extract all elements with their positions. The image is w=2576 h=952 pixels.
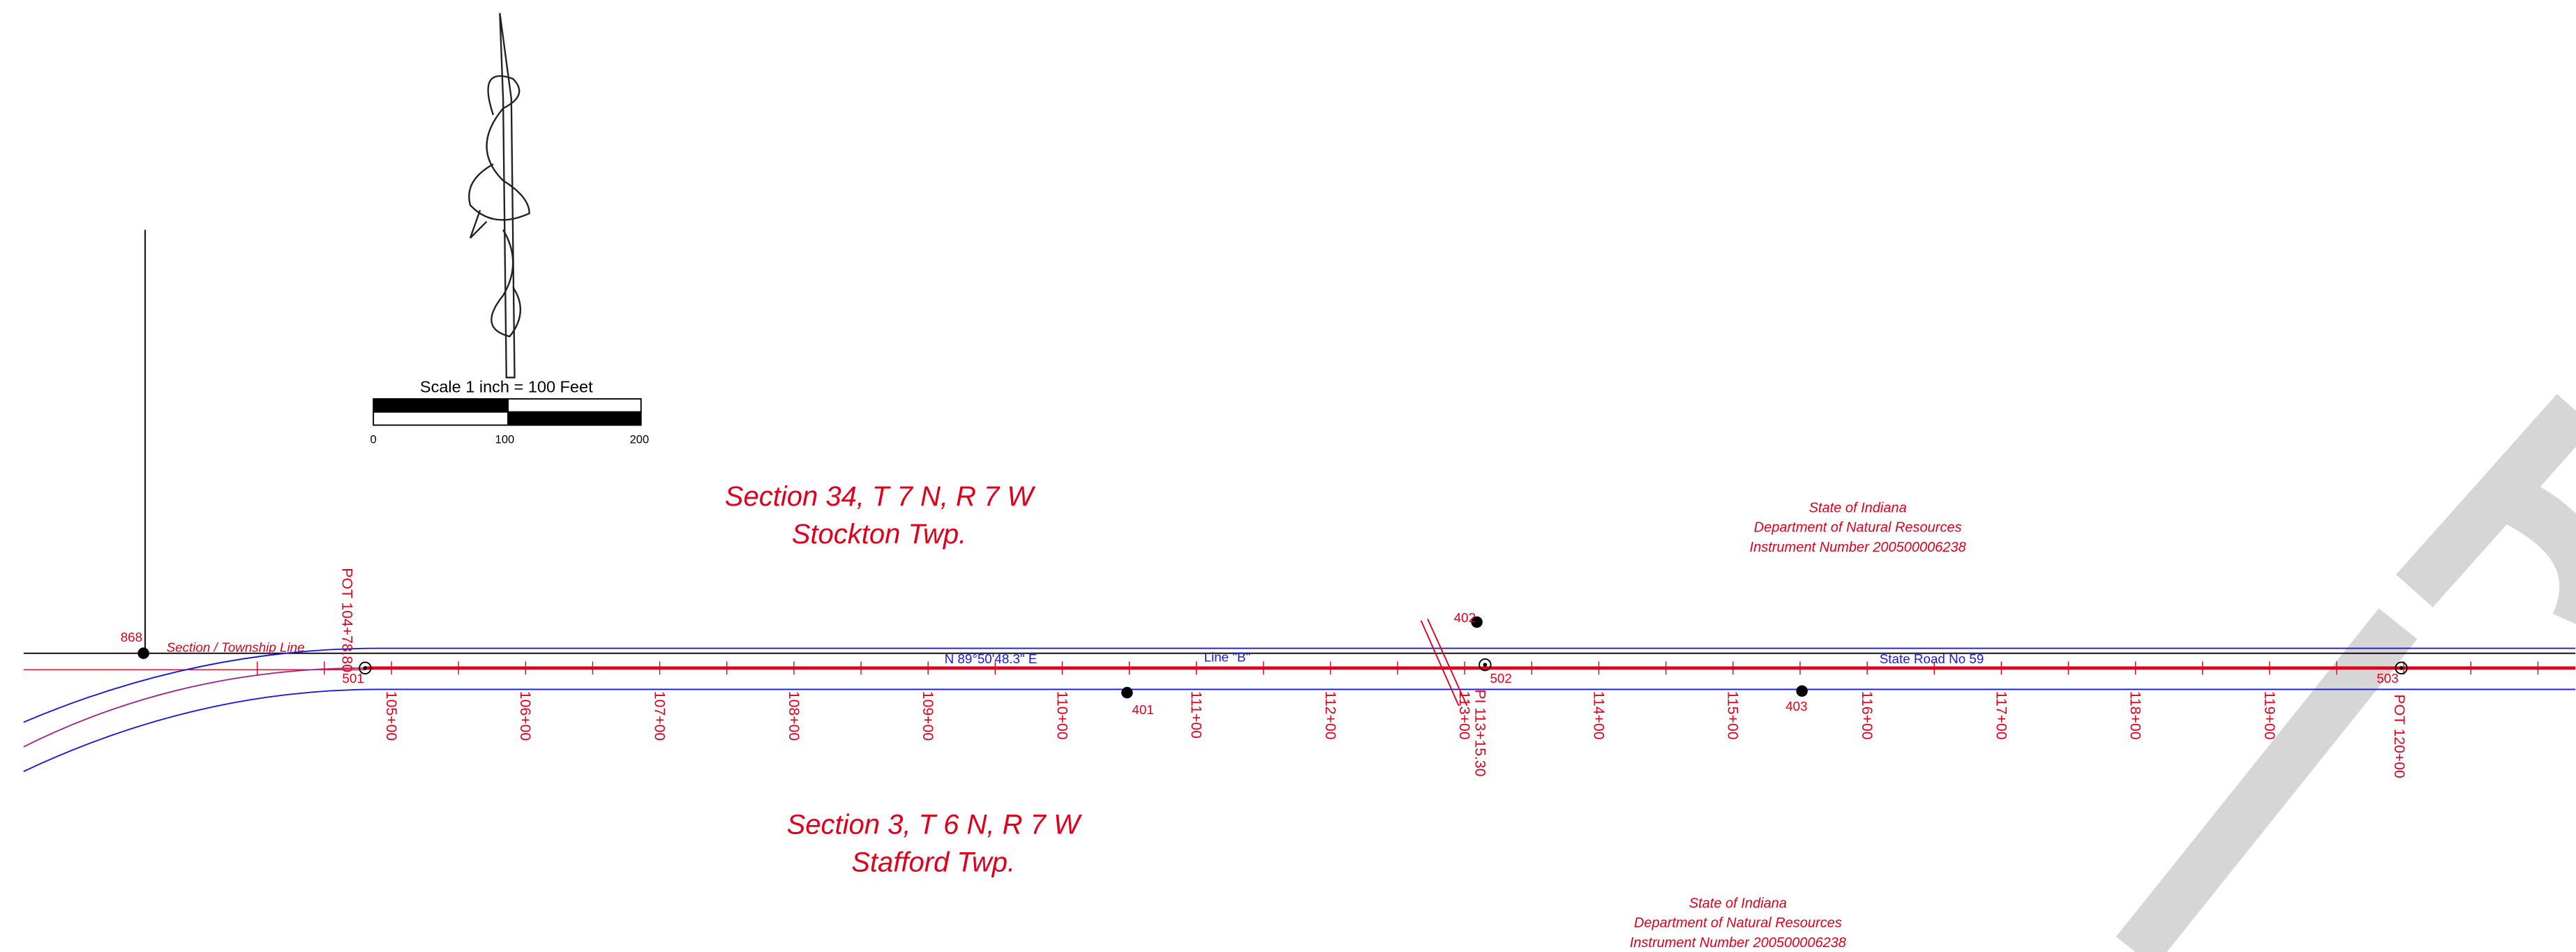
right-of-way — [23, 647, 2576, 723]
pi-station: PI 113+15.30 — [1472, 689, 1488, 776]
monument — [359, 661, 372, 675]
station-label: 107+00 — [652, 691, 668, 741]
point-label: 403 — [1785, 699, 1807, 713]
road-name: State Road No 59 — [1880, 651, 1984, 666]
end-station: POT 120+00 — [2391, 695, 2407, 778]
station-label: 108+00 — [786, 691, 802, 741]
monument — [1483, 663, 1488, 667]
township-label: Stockton Twp. — [792, 519, 966, 550]
point — [1796, 685, 1808, 697]
owner-line: Department of Natural Resources — [1634, 916, 1842, 931]
point-label: 401 — [1132, 702, 1153, 717]
section-label: Section 3, T 6 N, R 7 W — [787, 810, 1082, 840]
owner-line: Instrument Number 200500006238 — [1630, 935, 1846, 951]
scale-label: 0 — [370, 433, 377, 446]
watermark — [2116, 393, 2576, 952]
section-line-label: Section / Township Line — [167, 640, 305, 654]
north-arrow — [468, 13, 530, 379]
scale-label: 200 — [630, 433, 649, 446]
point — [1471, 616, 1483, 628]
section-label: Section 34, T 7 N, R 7 W — [725, 481, 1036, 512]
station-label: 118+00 — [2127, 691, 2143, 740]
right-of-way — [23, 688, 2576, 772]
curve — [23, 667, 366, 748]
pi-marker — [1427, 618, 1468, 707]
station-label: 109+00 — [920, 691, 936, 741]
monument — [2395, 661, 2408, 675]
point-label: 402 — [1454, 610, 1476, 625]
owner-line: State of Indiana — [1809, 500, 1907, 515]
station-label: 114+00 — [1590, 691, 1606, 740]
scale-title: Scale 1 inch = 100 Feet — [420, 377, 593, 395]
point-label: 503 — [2376, 671, 2398, 686]
point-label: 868 — [121, 630, 142, 644]
station-label: 105+00 — [383, 691, 399, 741]
start-station: POT 104+78.80 — [338, 568, 354, 672]
monument — [1478, 658, 1492, 672]
station-label: 115+00 — [1725, 691, 1741, 740]
point — [137, 647, 149, 659]
station-label: 113+00 — [1456, 691, 1472, 740]
bearing: N 89°50'48.3" E — [945, 651, 1038, 666]
station-label: 111+00 — [1188, 691, 1204, 739]
point-label: 502 — [1490, 671, 1511, 686]
station-ticks — [257, 661, 2539, 675]
pi-marker — [1420, 620, 1460, 707]
scale-bar — [373, 398, 642, 426]
line-name: Line "B" — [1204, 649, 1251, 664]
owner-line: Department of Natural Resources — [1754, 520, 1962, 536]
station-label: 110+00 — [1054, 691, 1070, 740]
owner-line: Instrument Number 200500006238 — [1750, 540, 1966, 555]
point-label: 501 — [342, 671, 364, 686]
station-label: 119+00 — [2261, 691, 2277, 740]
monument — [2399, 666, 2404, 670]
station-label: 106+00 — [517, 691, 533, 741]
owner-line: State of Indiana — [1689, 896, 1787, 911]
monument — [363, 666, 368, 670]
scale-label: 100 — [495, 433, 514, 446]
station-label: 116+00 — [1859, 691, 1875, 740]
township-label: Stafford Twp. — [851, 847, 1015, 878]
station-label: 112+00 — [1322, 691, 1338, 740]
station-label: 117+00 — [1993, 691, 2009, 740]
point — [1121, 686, 1133, 699]
